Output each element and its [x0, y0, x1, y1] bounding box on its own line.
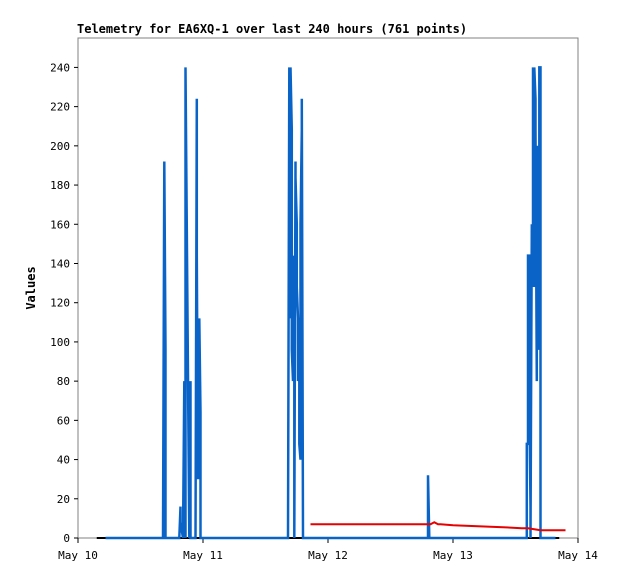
x-tick-label: May 11 — [183, 549, 223, 562]
y-tick-label: 220 — [50, 101, 70, 114]
y-axis-label: Values — [24, 266, 38, 309]
plot-area — [77, 37, 579, 539]
x-tick-label: May 13 — [433, 549, 473, 562]
x-tick-label: May 14 — [558, 549, 598, 562]
x-tick-label: May 12 — [308, 549, 348, 562]
y-tick-label: 240 — [50, 61, 70, 74]
y-tick-label: 0 — [63, 532, 70, 545]
x-tick-label: May 10 — [58, 549, 98, 562]
y-tick-label: 80 — [57, 375, 70, 388]
y-tick-label: 60 — [57, 414, 70, 427]
y-tick-label: 140 — [50, 257, 70, 270]
y-tick-label: 180 — [50, 179, 70, 192]
y-tick-label: 200 — [50, 140, 70, 153]
series-line-1 — [105, 66, 556, 540]
series-layer — [105, 66, 566, 540]
y-tick-label: 40 — [57, 454, 70, 467]
y-tick-label: 20 — [57, 493, 70, 506]
y-tick-label: 120 — [50, 297, 70, 310]
y-tick-label: 100 — [50, 336, 70, 349]
chart-title: Telemetry for EA6XQ-1 over last 240 hour… — [77, 22, 467, 36]
y-tick-label: 160 — [50, 218, 70, 231]
series-line-2 — [310, 521, 566, 532]
